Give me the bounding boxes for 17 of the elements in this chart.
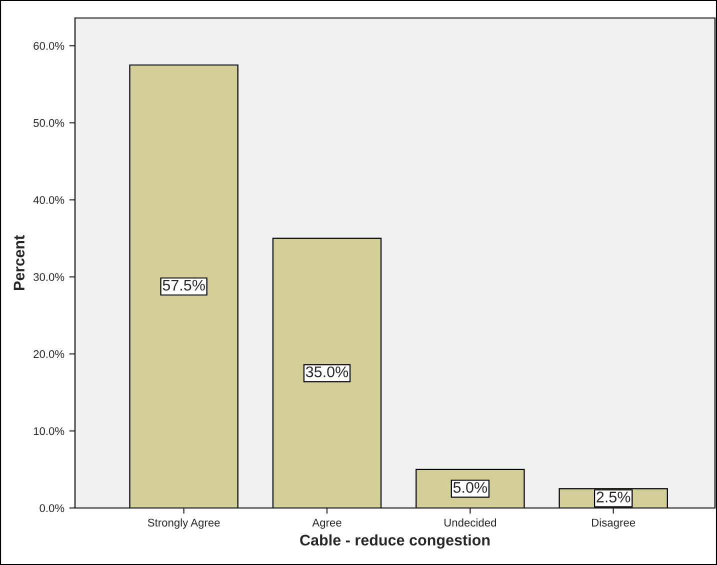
x-tick-label: Disagree bbox=[592, 518, 636, 529]
y-tick-label: 10.0% bbox=[34, 427, 64, 436]
y-tick-label: 50.0% bbox=[34, 119, 64, 127]
y-tick-label: 20.0% bbox=[34, 350, 64, 358]
y-axis-title: Percent bbox=[14, 235, 25, 290]
y-tick-label: 30.0% bbox=[34, 273, 64, 282]
data-label: 2.5% bbox=[596, 492, 630, 502]
y-tick-label: 60.0% bbox=[34, 42, 64, 50]
data-label: 57.5% bbox=[162, 280, 205, 291]
data-label: 5.0% bbox=[453, 482, 488, 493]
y-tick-label: 40.0% bbox=[33, 196, 64, 204]
y-tick-label: 0.0% bbox=[40, 504, 64, 512]
x-axis-title: Cable - reduce congestion bbox=[300, 534, 490, 549]
x-tick-label: Agree bbox=[312, 518, 342, 529]
data-label: 35.0% bbox=[306, 366, 348, 378]
x-tick-label: Undecided bbox=[444, 518, 496, 527]
x-tick-label: Strongly Agree bbox=[148, 518, 220, 529]
